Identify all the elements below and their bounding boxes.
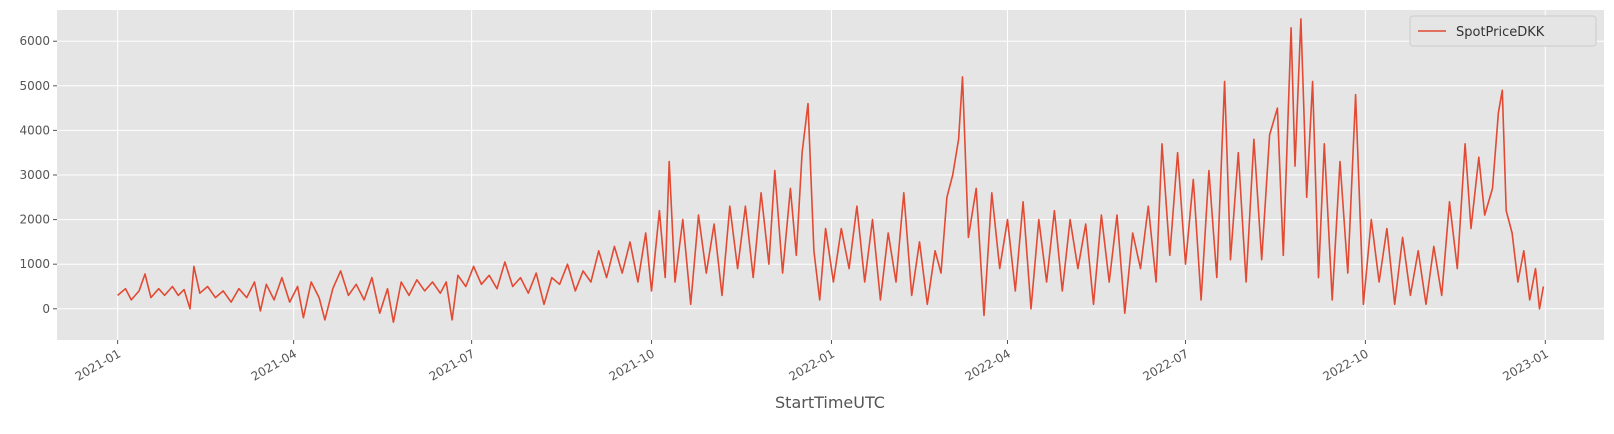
x-axis-label: StartTimeUTC (775, 393, 885, 412)
y-tick-label: 3000 (19, 168, 50, 182)
y-tick-label: 1000 (19, 257, 50, 271)
y-tick-label: 5000 (19, 79, 50, 93)
x-tick-label: 2022-07 (1141, 346, 1191, 383)
x-tick-label: 2021-07 (427, 346, 477, 383)
x-axis: 2021-01 2021-04 2021-07 2021-10 2022-01 2022-… (73, 340, 1551, 384)
x-tick-label: 2023-01 (1500, 346, 1550, 383)
x-tick-label: 2021-04 (249, 346, 299, 383)
x-tick-label: 2021-01 (73, 346, 123, 383)
y-tick-label: 2000 (19, 213, 50, 227)
legend: SpotPriceDKK (1409, 15, 1597, 47)
data-series-group (117, 18, 1545, 323)
y-tick-label: 4000 (19, 123, 50, 137)
y-tick-label: 6000 (19, 34, 50, 48)
x-tick-label: 2022-10 (1320, 346, 1370, 383)
x-tick-label: 2021-10 (607, 346, 657, 383)
x-tick-label: 2022-01 (787, 346, 837, 383)
y-axis: 0 1000 2000 3000 4000 5000 6000 (19, 34, 57, 316)
x-tick-label: 2022-04 (963, 346, 1013, 383)
series-line-spotpricedkk (117, 18, 1545, 323)
y-tick-label: 0 (42, 302, 50, 316)
legend-label-spotpricedkk: SpotPriceDKK (1456, 25, 1545, 40)
legend-box (1409, 15, 1597, 47)
